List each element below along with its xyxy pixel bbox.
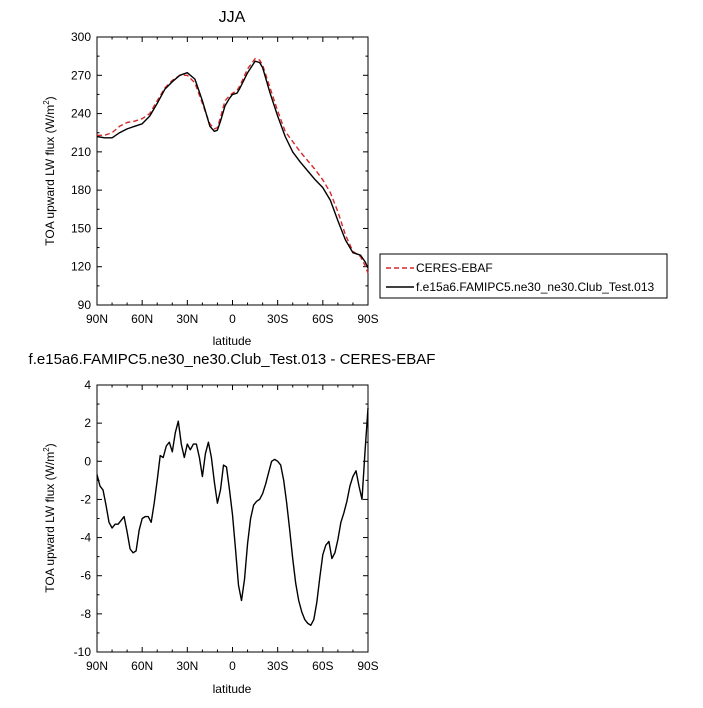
bottom-panel-series xyxy=(96,407,369,626)
x-tick-label: 90N xyxy=(86,659,108,673)
y-tick-label: -2 xyxy=(80,492,91,506)
y-tick-label: 4 xyxy=(84,378,91,392)
top-panel-frame xyxy=(96,36,369,306)
y-tick-label: 210 xyxy=(71,145,91,159)
bottom-panel-title: f.e15a6.FAMIPC5.ne30_ne30.Club_Test.013 … xyxy=(29,351,436,368)
top-panel-ylabel-sup: 2 xyxy=(42,100,51,105)
x-tick-label: 30S xyxy=(267,312,288,326)
bottom-panel-ylabel-end: ) xyxy=(43,443,57,447)
y-tick-label: 0 xyxy=(84,454,91,468)
y-tick-label: -10 xyxy=(74,645,92,659)
top-panel-ylabel-end: ) xyxy=(43,96,57,100)
y-tick-label: 240 xyxy=(71,107,91,121)
x-tick-label: 30N xyxy=(176,659,198,673)
top-panel: JJA 90N 60N 30N 0 30S 60S 90S 90 120 150 180 210 240… xyxy=(42,9,379,348)
top-panel-series xyxy=(96,58,369,274)
top-panel-ticks: 90N 60N 30N 0 30S 60S 90S 90 120 150 180 210 240 270 3… xyxy=(71,30,379,326)
legend-box xyxy=(379,253,668,299)
x-tick-label: 90N xyxy=(86,312,108,326)
legend-label-ceres: CERES-EBAF xyxy=(416,261,493,275)
bottom-panel-ylabel-main: TOA upward LW flux (W/m xyxy=(43,452,57,593)
x-tick-label: 60N xyxy=(131,312,153,326)
y-tick-label: -6 xyxy=(80,569,91,583)
x-tick-label: 0 xyxy=(229,659,236,673)
legend-label-model: f.e15a6.FAMIPC5.ne30_ne30.Club_Test.013 xyxy=(416,280,654,294)
legend: CERES-EBAF f.e15a6.FAMIPC5.ne30_ne30.Clu… xyxy=(379,253,668,299)
top-panel-xlabel: latitude xyxy=(213,334,252,348)
bottom-panel-ticks: 90N 60N 30N 0 30S 60S 90S -10 -8 -6 -4 -2 0 2 4 xyxy=(74,378,379,673)
bottom-panel: f.e15a6.FAMIPC5.ne30_ne30.Club_Test.013 … xyxy=(29,351,436,696)
y-tick-label: 180 xyxy=(71,183,91,197)
top-panel-ylabel-main: TOA upward LW flux (W/m xyxy=(43,105,57,246)
y-tick-label: 120 xyxy=(71,260,91,274)
y-tick-label: 90 xyxy=(78,298,92,312)
top-panel-ylabel: TOA upward LW flux (W/m2) xyxy=(42,96,57,245)
series-line-0 xyxy=(96,407,369,626)
bottom-panel-ylabel: TOA upward LW flux (W/m2) xyxy=(42,443,57,592)
series-line-0 xyxy=(97,58,369,274)
x-tick-label: 30S xyxy=(267,659,288,673)
series-line-1 xyxy=(96,60,369,269)
y-tick-label: 150 xyxy=(71,221,91,235)
x-tick-label: 60S xyxy=(312,659,333,673)
x-tick-label: 60S xyxy=(312,312,333,326)
y-tick-label: -4 xyxy=(80,531,91,545)
x-tick-label: 30N xyxy=(176,312,198,326)
bottom-panel-xlabel: latitude xyxy=(213,682,252,696)
y-tick-label: 270 xyxy=(71,68,91,82)
x-tick-label: 60N xyxy=(131,659,153,673)
x-tick-label: 90S xyxy=(357,312,378,326)
y-tick-label: 2 xyxy=(84,416,91,430)
top-panel-title: JJA xyxy=(219,9,246,26)
y-tick-label: 300 xyxy=(71,30,91,44)
bottom-panel-ylabel-sup: 2 xyxy=(42,447,51,452)
x-tick-label: 0 xyxy=(229,312,236,326)
y-tick-label: -8 xyxy=(80,607,91,621)
x-tick-label: 90S xyxy=(357,659,378,673)
